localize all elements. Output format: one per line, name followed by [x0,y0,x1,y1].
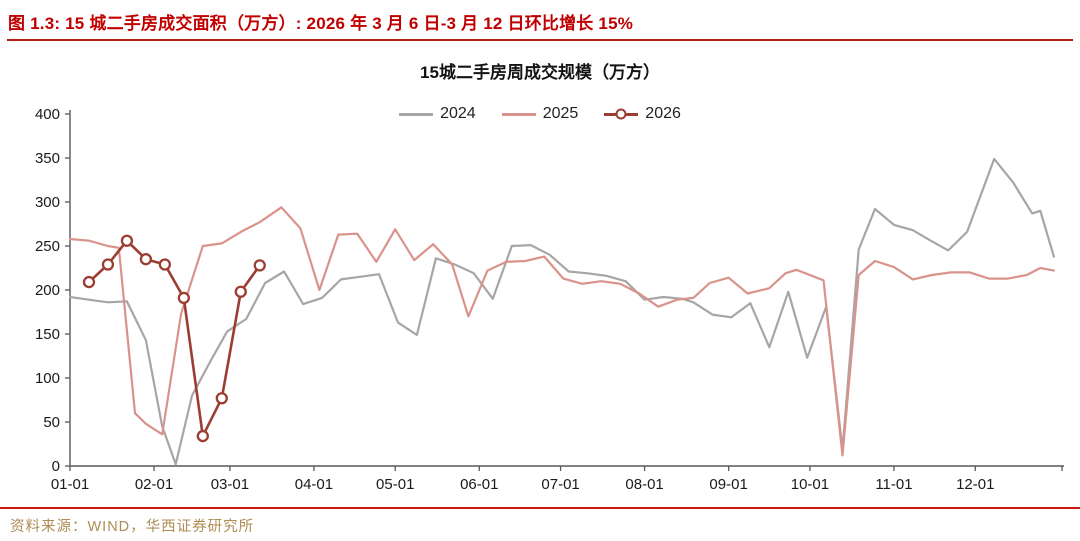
legend-item-2026: 2026 [604,105,681,123]
series-2026-marker [120,234,134,247]
y-tick-label: 50 [43,414,60,431]
x-tick-label: 04-01 [295,476,333,493]
x-tick-label: 05-01 [376,476,414,493]
x-tick-label: 02-01 [135,476,173,493]
series-2026-marker [196,429,209,443]
x-tick-label: 03-01 [211,476,249,493]
legend-item-2025: 2025 [501,105,579,123]
source-note: 资料来源：WIND，华西证券研究所 [10,519,255,535]
y-tick-label: 150 [35,326,60,343]
x-tick-label: 06-01 [460,476,498,493]
legend-circle-marker-icon [615,108,627,120]
x-tick-label: 08-01 [625,476,663,493]
legend-label-2025: 2025 [542,105,579,122]
series-2026-marker [177,291,190,305]
y-tick-label: 350 [35,150,60,167]
legend-swatch-2024-line-icon [399,112,434,116]
series-2026-marker [139,253,153,266]
series-2026-marker [234,285,247,298]
report-figure-title: 图 1.3: 15 城二手房成交面积（万方）: 2026 年 3 月 6 日-3… [8,14,634,33]
header-rule [7,39,1073,41]
y-tick-label: 200 [35,282,60,299]
x-tick-label: 12-01 [956,476,994,493]
x-tick-label: 01-01 [51,476,89,493]
source-rule [0,507,1080,509]
x-tick-label: 11-01 [875,476,912,493]
y-tick-label: 250 [35,238,60,255]
chart-canvas: 0 50 100 150 200 250 300 350 400 01-01 02-01 03-01 0… [35,106,1064,493]
chart-title: 15城二手房周成交规模（万方） [420,63,660,82]
series-2026-line [87,239,262,438]
y-tick-label: 300 [35,194,60,211]
y-tick-label: 100 [35,370,60,387]
legend-swatch-2026-line-icon [604,108,639,120]
y-tick-label: 400 [35,106,60,123]
x-tick-label: 07-01 [541,476,579,493]
series-2026-marker [215,392,228,405]
series-2025-line [68,206,1056,457]
series-2026-marker [101,258,115,271]
x-tick-label: 09-01 [709,476,747,493]
legend-label-2026: 2026 [645,105,681,122]
series-2026-marker [82,275,96,289]
y-tick-label: 0 [52,458,60,475]
legend-swatch-2025-line-icon [501,112,536,116]
legend-label-2024: 2024 [440,105,476,122]
series-2024-line [68,157,1056,466]
x-tick-label: 10-01 [791,476,829,493]
legend-item-2024: 2024 [399,105,476,123]
series-2026-marker [253,259,266,272]
series-2026-marker [158,258,172,271]
chart-legend: 2024 2025 2026 [0,105,1080,123]
